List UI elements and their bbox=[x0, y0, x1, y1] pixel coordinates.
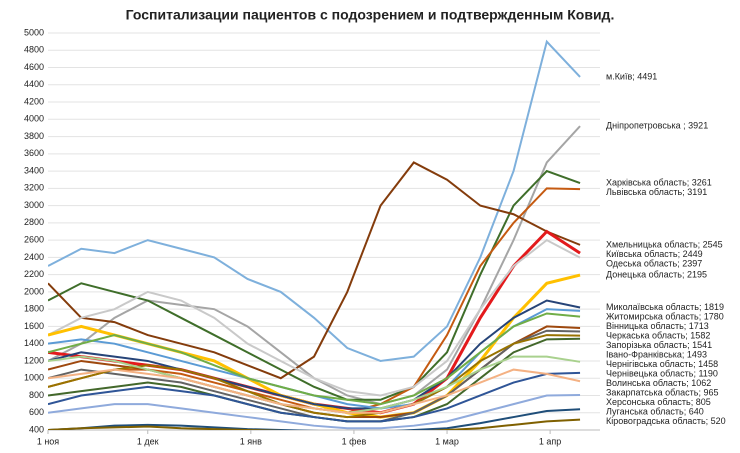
series-line bbox=[48, 312, 581, 406]
series-end-label: Хмельницька область; 2545 bbox=[606, 239, 723, 249]
x-tick-label: 1 фев bbox=[342, 436, 367, 446]
series-end-label: Житомирська область; 1780 bbox=[606, 311, 724, 321]
y-tick-label: 400 bbox=[29, 424, 44, 434]
y-tick-label: 2800 bbox=[24, 217, 44, 227]
series-end-label: Харківська область; 3261 bbox=[606, 177, 712, 187]
series-line bbox=[48, 238, 581, 397]
series-end-label: Запорізька область; 1541 bbox=[606, 340, 712, 350]
series-end-label: Волинська область; 1062 bbox=[606, 378, 711, 388]
y-tick-label: 3800 bbox=[24, 131, 44, 141]
x-tick-label: 1 дек bbox=[137, 436, 159, 446]
y-tick-label: 2600 bbox=[24, 235, 44, 245]
y-tick-label: 3600 bbox=[24, 148, 44, 158]
series-end-label: Кіровоградська область; 520 bbox=[606, 416, 726, 426]
series-end-label: Чернівецька область; 1190 bbox=[606, 368, 718, 378]
series-end-label: Черкаська область; 1582 bbox=[606, 330, 710, 340]
y-tick-label: 1800 bbox=[24, 304, 44, 314]
series-line bbox=[48, 418, 581, 430]
series-end-label: Херсонська область; 805 bbox=[606, 397, 711, 407]
y-tick-label: 4200 bbox=[24, 96, 44, 106]
y-tick-label: 2200 bbox=[24, 269, 44, 279]
y-tick-label: 3200 bbox=[24, 183, 44, 193]
series-end-label: Одеська область; 2397 bbox=[606, 258, 702, 268]
series-line bbox=[48, 39, 581, 362]
series-end-label: Київська область; 2449 bbox=[606, 249, 703, 259]
series-end-label: Івано-Франківська; 1493 bbox=[606, 349, 707, 359]
y-tick-label: 1400 bbox=[24, 338, 44, 348]
series-end-label: Донецька область; 2195 bbox=[606, 269, 707, 279]
series-end-label: Львівська область; 3191 bbox=[606, 187, 707, 197]
series-line bbox=[48, 368, 581, 414]
x-tick-label: 1 апр bbox=[539, 436, 561, 446]
y-tick-label: 4000 bbox=[24, 114, 44, 124]
y-tick-label: 1200 bbox=[24, 355, 44, 365]
y-tick-label: 4600 bbox=[24, 62, 44, 72]
series-line bbox=[48, 408, 581, 430]
series-line bbox=[48, 394, 581, 430]
series-line bbox=[48, 161, 581, 380]
y-tick-label: 4400 bbox=[24, 79, 44, 89]
series-end-label: Дніпропетровська ; 3921 bbox=[606, 120, 708, 130]
y-tick-label: 1000 bbox=[24, 373, 44, 383]
x-tick-label: 1 янв bbox=[240, 436, 262, 446]
series-end-label: м.Київ; 4491 bbox=[606, 71, 657, 81]
y-tick-label: 800 bbox=[29, 390, 44, 400]
series-end-label: Закарпатська область; 965 bbox=[606, 387, 718, 397]
series-end-label: Вінницька область; 1713 bbox=[606, 321, 709, 331]
series-end-label: Чернігівська область; 1458 bbox=[606, 359, 718, 369]
series-line bbox=[48, 371, 581, 423]
y-tick-label: 2000 bbox=[24, 286, 44, 296]
y-tick-label: 2400 bbox=[24, 252, 44, 262]
y-tick-label: 600 bbox=[29, 407, 44, 417]
plot-area bbox=[48, 39, 581, 430]
y-tick-label: 5000 bbox=[24, 27, 44, 37]
y-tick-label: 3400 bbox=[24, 165, 44, 175]
series-end-label: Луганська область; 640 bbox=[606, 406, 704, 416]
x-tick-label: 1 мар bbox=[435, 436, 459, 446]
series-end-label: Миколаївська область; 1819 bbox=[606, 302, 724, 312]
chart-title: Госпитализации пациентов с подозрением и… bbox=[126, 7, 615, 23]
y-tick-label: 3000 bbox=[24, 200, 44, 210]
y-tick-label: 1600 bbox=[24, 321, 44, 331]
series-line bbox=[48, 299, 581, 410]
x-tick-label: 1 ноя bbox=[37, 436, 59, 446]
y-tick-label: 4800 bbox=[24, 45, 44, 55]
